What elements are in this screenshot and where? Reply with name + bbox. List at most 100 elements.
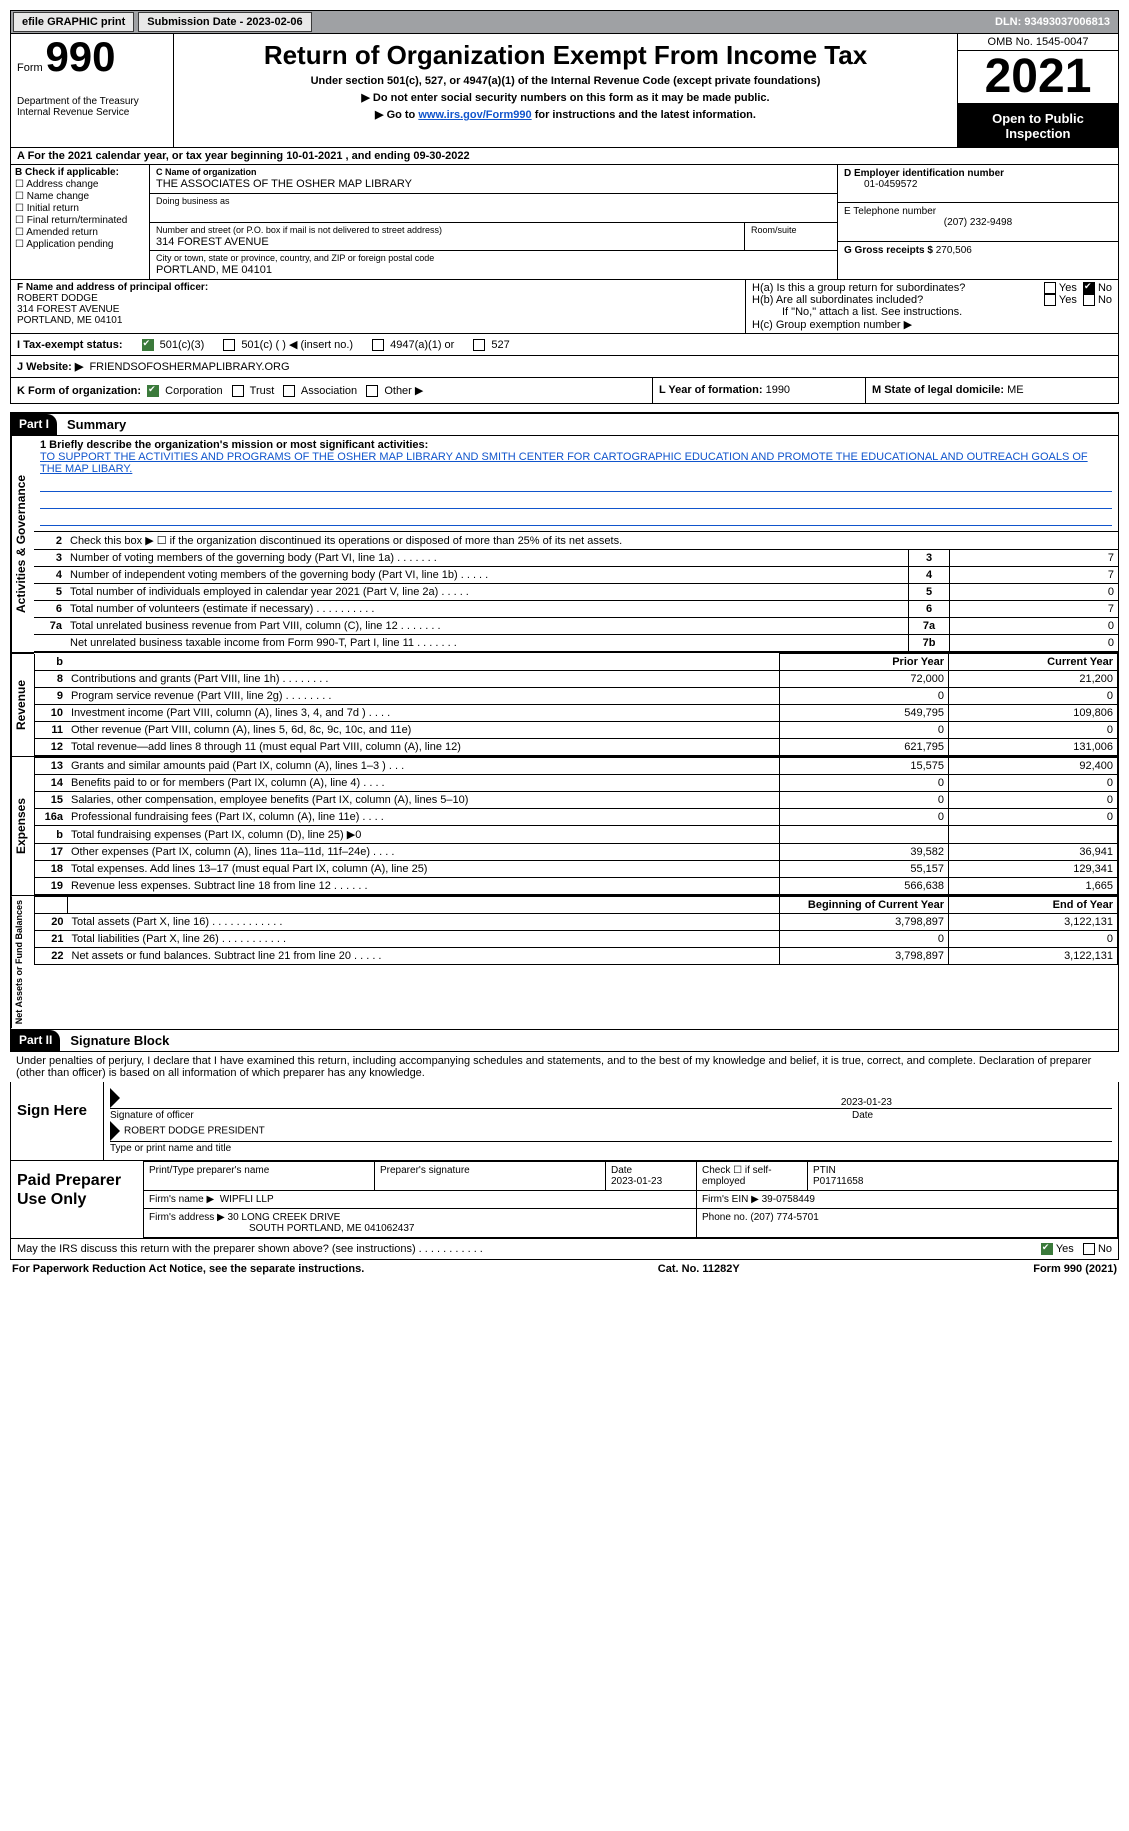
firm-name-label: Firm's name ▶ [149, 1194, 214, 1205]
officer-name: ROBERT DODGE [17, 293, 98, 304]
page-footer: For Paperwork Reduction Act Notice, see … [10, 1260, 1119, 1278]
financial-row: 16aProfessional fundraising fees (Part I… [35, 809, 1118, 826]
blank-line-1 [40, 477, 1112, 492]
financial-row: 8Contributions and grants (Part VIII, li… [35, 671, 1118, 688]
financial-row: 9Program service revenue (Part VIII, lin… [35, 688, 1118, 705]
governance-row: Net unrelated business taxable income fr… [34, 635, 1118, 652]
paperwork-notice: For Paperwork Reduction Act Notice, see … [12, 1263, 364, 1275]
irs-link[interactable]: www.irs.gov/Form990 [418, 109, 531, 121]
instruction-1: ▶ Do not enter social security numbers o… [182, 91, 949, 104]
ha-yes-checkbox[interactable] [1044, 282, 1056, 294]
label-501c3: 501(c)(3) [160, 339, 205, 351]
section-net-assets: Net Assets or Fund Balances [11, 896, 34, 1028]
street-row: Number and street (or P.O. box if mail i… [150, 223, 837, 251]
dln-text: DLN: 93493037006813 [995, 16, 1118, 28]
chk-corporation[interactable] [147, 385, 159, 397]
ha-yes-label: Yes [1059, 282, 1077, 294]
chk-4947[interactable] [372, 339, 384, 351]
ha-label: H(a) Is this a group return for subordin… [752, 282, 965, 294]
hb-yes-checkbox[interactable] [1044, 294, 1056, 306]
org-name: THE ASSOCIATES OF THE OSHER MAP LIBRARY [156, 178, 831, 190]
section-activities-governance: Activities & Governance [11, 436, 34, 652]
chk-trust[interactable] [232, 385, 244, 397]
chk-527[interactable] [473, 339, 485, 351]
ein-value: 01-0459572 [864, 179, 917, 190]
omb-number: OMB No. 1545-0047 [958, 34, 1118, 51]
governance-row: 6Total number of volunteers (estimate if… [34, 601, 1118, 618]
form-label: Form [17, 62, 43, 74]
gross-value: 270,506 [936, 245, 972, 256]
org-form-k: K Form of organization: Corporation Trus… [11, 378, 653, 403]
discuss-text: May the IRS discuss this return with the… [17, 1243, 483, 1255]
hb-note: If "No," attach a list. See instructions… [752, 306, 1112, 318]
chk-application-pending[interactable]: Application pending [15, 239, 145, 250]
penalty-statement: Under penalties of perjury, I declare th… [10, 1052, 1119, 1082]
right-column-d: D Employer identification number 01-0459… [837, 165, 1118, 279]
org-name-label: C Name of organization [156, 167, 257, 177]
part-1-title: Summary [57, 414, 136, 435]
date-label: Date [852, 1110, 1112, 1121]
financial-row: bTotal fundraising expenses (Part IX, co… [35, 826, 1118, 844]
discuss-yes-checkbox[interactable] [1041, 1243, 1053, 1255]
section-expenses: Expenses [11, 757, 34, 895]
financial-row: 19Revenue less expenses. Subtract line 1… [35, 878, 1118, 895]
main-title: Return of Organization Exempt From Incom… [182, 40, 949, 71]
chk-501c3[interactable] [142, 339, 154, 351]
officer-printed-name: ROBERT DODGE PRESIDENT [124, 1125, 265, 1136]
financial-row: 10Investment income (Part VIII, column (… [35, 705, 1118, 722]
hb-no-label: No [1098, 294, 1112, 306]
chk-amended-return[interactable]: Amended return [15, 227, 145, 238]
label-corporation: Corporation [165, 385, 222, 397]
financial-row: 11Other revenue (Part VIII, column (A), … [35, 722, 1118, 739]
chk-initial-return[interactable]: Initial return [15, 203, 145, 214]
hb-yes-label: Yes [1059, 294, 1077, 306]
hb-no-checkbox[interactable] [1083, 294, 1095, 306]
part-1-summary: Part I Summary Activities & Governance 1… [10, 412, 1119, 1029]
net-assets-table: Beginning of Current Year End of Year 20… [34, 896, 1118, 965]
revenue-table: b Prior Year Current Year 8Contributions… [34, 653, 1118, 756]
line2-text: Check this box ▶ ☐ if the organization d… [66, 532, 1118, 550]
discuss-no-label: No [1098, 1243, 1112, 1255]
status-label: I Tax-exempt status: [17, 339, 123, 351]
chk-address-change[interactable]: Address change [15, 179, 145, 190]
instruction-2: ▶ Go to www.irs.gov/Form990 for instruct… [182, 108, 949, 121]
discuss-no-checkbox[interactable] [1083, 1243, 1095, 1255]
ha-no-checkbox[interactable] [1083, 282, 1095, 294]
submission-date-button[interactable]: Submission Date - 2023-02-06 [138, 12, 311, 32]
officer-city: PORTLAND, ME 04101 [17, 315, 122, 326]
phone-row: E Telephone number (207) 232-9498 [838, 203, 1118, 241]
chk-name-change[interactable]: Name change [15, 191, 145, 202]
street-value: 314 FOREST AVENUE [156, 236, 738, 248]
catalog-number: Cat. No. 11282Y [658, 1263, 740, 1275]
section-revenue: Revenue [11, 653, 34, 756]
chk-501c[interactable] [223, 339, 235, 351]
chk-association[interactable] [283, 385, 295, 397]
website-value: FRIENDSOFOSHERMAPLIBRARY.ORG [89, 361, 289, 373]
blank-line-2 [40, 494, 1112, 509]
line1-label: 1 Briefly describe the organization's mi… [40, 439, 428, 451]
firm-name-value: WIPFLI LLP [220, 1194, 274, 1205]
header-center-block: Return of Organization Exempt From Incom… [174, 34, 957, 147]
phone-label: E Telephone number [844, 206, 936, 217]
label-other: Other ▶ [384, 385, 423, 397]
l-label: L Year of formation: [659, 384, 763, 396]
city-row: City or town, state or province, country… [150, 251, 837, 279]
chk-other[interactable] [366, 385, 378, 397]
financial-row: 18Total expenses. Add lines 13–17 (must … [35, 861, 1118, 878]
expenses-table: 13Grants and similar amounts paid (Part … [34, 757, 1118, 895]
chk-final-return[interactable]: Final return/terminated [15, 215, 145, 226]
firm-addr2: SOUTH PORTLAND, ME 041062437 [249, 1223, 414, 1234]
officer-street: 314 FOREST AVENUE [17, 304, 119, 315]
self-employed-check[interactable]: Check ☐ if self-employed [702, 1165, 772, 1187]
sig-officer-label: Signature of officer [110, 1110, 852, 1121]
blank-line-3 [40, 511, 1112, 526]
mission-text: TO SUPPORT THE ACTIVITIES AND PROGRAMS O… [40, 451, 1112, 475]
form-number: 990 [45, 33, 115, 80]
arrow-icon [110, 1088, 120, 1108]
prep-date-label: Date [611, 1165, 632, 1176]
efile-print-button[interactable]: efile GRAPHIC print [13, 12, 134, 32]
financial-row: 20Total assets (Part X, line 16) . . . .… [35, 914, 1118, 931]
governance-row: 4Number of independent voting members of… [34, 567, 1118, 584]
website-label: J Website: ▶ [17, 360, 83, 373]
sign-here-label: Sign Here [11, 1082, 104, 1160]
